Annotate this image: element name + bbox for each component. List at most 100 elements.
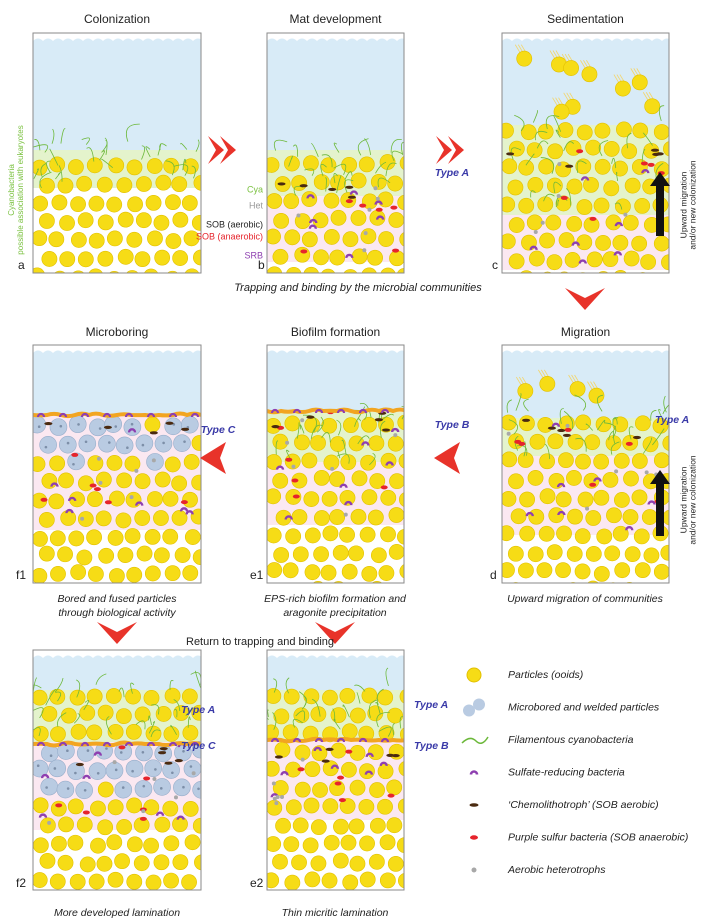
bored-particle [126,760,143,777]
particle [294,435,309,450]
particle [117,178,132,193]
bore [87,749,90,752]
particle [98,782,113,797]
legend-srb [471,772,477,775]
bored-particle [116,437,133,454]
particle [380,835,395,850]
particle [368,510,383,525]
particle [371,174,386,189]
heterotroph [113,760,117,764]
particle [519,198,534,213]
bore [45,446,48,449]
sob-aerobic [160,747,168,750]
particle [276,510,291,525]
particle [137,546,152,561]
particle [352,471,367,486]
particle [192,435,207,450]
particle [99,548,114,563]
bored-particle [49,760,66,777]
bored-particle [106,762,123,779]
particle [529,251,544,266]
particle [539,526,554,541]
heterotroph [367,208,371,212]
sob-anaerobic [90,483,97,487]
sob-aerobic [557,429,565,432]
particle [549,473,564,488]
panel-f1 [29,345,209,602]
particle [538,417,553,432]
particle [567,509,582,524]
particle [32,872,47,887]
particle [575,454,590,469]
particle [264,873,279,888]
process-arrow [208,136,224,164]
particle [350,708,365,723]
heterotroph [645,470,649,474]
particle [370,818,385,833]
sob-aerobic [158,751,166,754]
particle [98,705,113,720]
heterotroph [364,231,368,235]
heterotroph [330,467,334,471]
sob-anaerobic [589,483,596,487]
particle [136,176,151,191]
bored-particle [50,419,67,436]
particle [283,563,298,578]
bore [72,463,75,466]
bore [108,441,111,444]
sob-aerobic [278,182,286,185]
bore [126,446,129,449]
legend-label: SRB [244,250,263,260]
particle [125,689,140,704]
particle [33,838,48,853]
bored-particle [135,780,152,797]
bore [122,786,125,789]
particle [369,854,384,869]
sob-anaerobic [94,487,101,491]
falling-particle [632,75,647,90]
particle [116,709,131,724]
particle [341,835,356,850]
type-label: Type B [414,740,449,752]
particle [380,873,395,888]
particle [663,141,678,156]
legend-filament [462,737,488,743]
bore [105,747,108,750]
particle [302,191,317,206]
particle [313,250,328,265]
falling-particle [563,60,578,75]
particle [185,529,200,544]
particle [632,490,647,505]
sob-aerobic [328,188,336,191]
particle [529,509,544,524]
sob-anaerobic [392,249,399,253]
water-surface [267,345,407,353]
bored-particle [173,435,190,452]
particle [349,819,364,834]
sob-aerobic [563,434,571,437]
legend-text: Purple sulfur bacteria (SOB anaerobic) [508,831,688,843]
particle [547,144,562,159]
particle [342,157,357,172]
particle [549,508,564,523]
particle [50,689,65,704]
sob-aerobic [392,754,400,757]
particle [156,891,171,906]
particle [557,272,572,287]
particle [389,507,404,522]
legend-label: SOB (aerobic) [206,219,263,229]
particle [381,453,396,468]
panel-e2 [263,650,415,909]
falling-particle [518,383,533,398]
particle [163,529,178,544]
particle [361,229,376,244]
particle [147,158,162,173]
heterotroph [362,248,366,252]
particle [323,761,338,776]
bore [183,440,186,443]
particle [136,213,151,228]
particle [399,453,414,468]
particle [39,213,54,228]
particle [499,273,514,288]
particle [575,564,590,579]
